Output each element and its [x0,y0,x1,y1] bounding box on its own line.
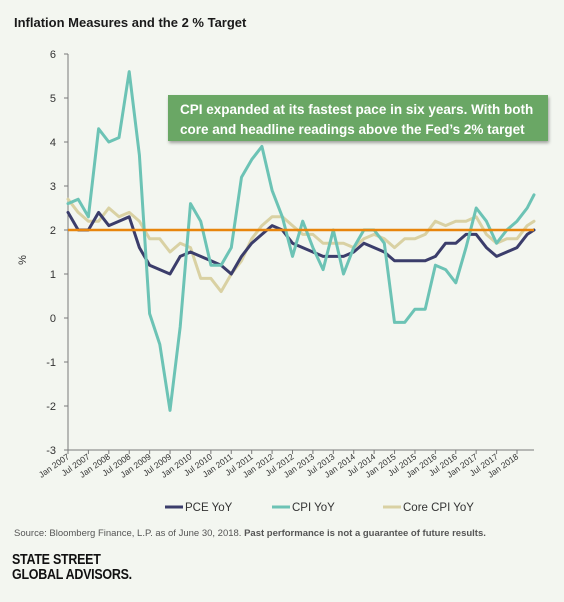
legend-label: Core CPI YoY [403,502,474,514]
source-disclaimer: Past performance is not a guarantee of f… [244,528,486,539]
y-tick-label: 4 [50,137,56,149]
y-tick-label: 1 [50,269,56,281]
logo-line-2: GLOBAL ADVISORS. [12,567,132,583]
chart-title: Inflation Measures and the 2 % Target [14,15,247,30]
y-tick-label: 3 [50,181,56,193]
y-axis-label: % [17,255,29,265]
legend: PCE YoY CPI YoY Core CPI YoY [165,502,474,514]
company-logo: STATE STREET GLOBAL ADVISORS. [12,553,151,583]
logo-line-1: STATE STREET [12,552,101,568]
callout-line-1: CPI expanded at its fastest pace in six … [180,102,534,117]
legend-label: PCE YoY [185,502,233,514]
y-tick-label: 0 [50,313,56,325]
source-text: Source: Bloomberg Finance, L.P. as of Ju… [14,528,245,539]
series-line-core-cpi-yoy [66,197,536,294]
y-tick-label: 2 [50,225,56,237]
y-axis: 6 5 4 3 2 1 0 -1 -2 -3% [17,49,69,457]
series-line-cpi-yoy [66,70,536,412]
callout-box: CPI expanded at its fastest pace in six … [168,95,548,141]
y-tick-label: -2 [46,401,56,413]
legend-label: CPI YoY [292,502,335,514]
y-tick-label: 6 [50,49,56,61]
series-lines [66,70,536,412]
source-note: Source: Bloomberg Finance, L.P. as of Ju… [14,528,486,539]
y-tick-label: -3 [46,445,56,457]
callout-line-2: core and headline readings above the Fed… [180,122,525,137]
y-tick-label: 5 [50,93,56,105]
y-tick-label: -1 [46,357,56,369]
